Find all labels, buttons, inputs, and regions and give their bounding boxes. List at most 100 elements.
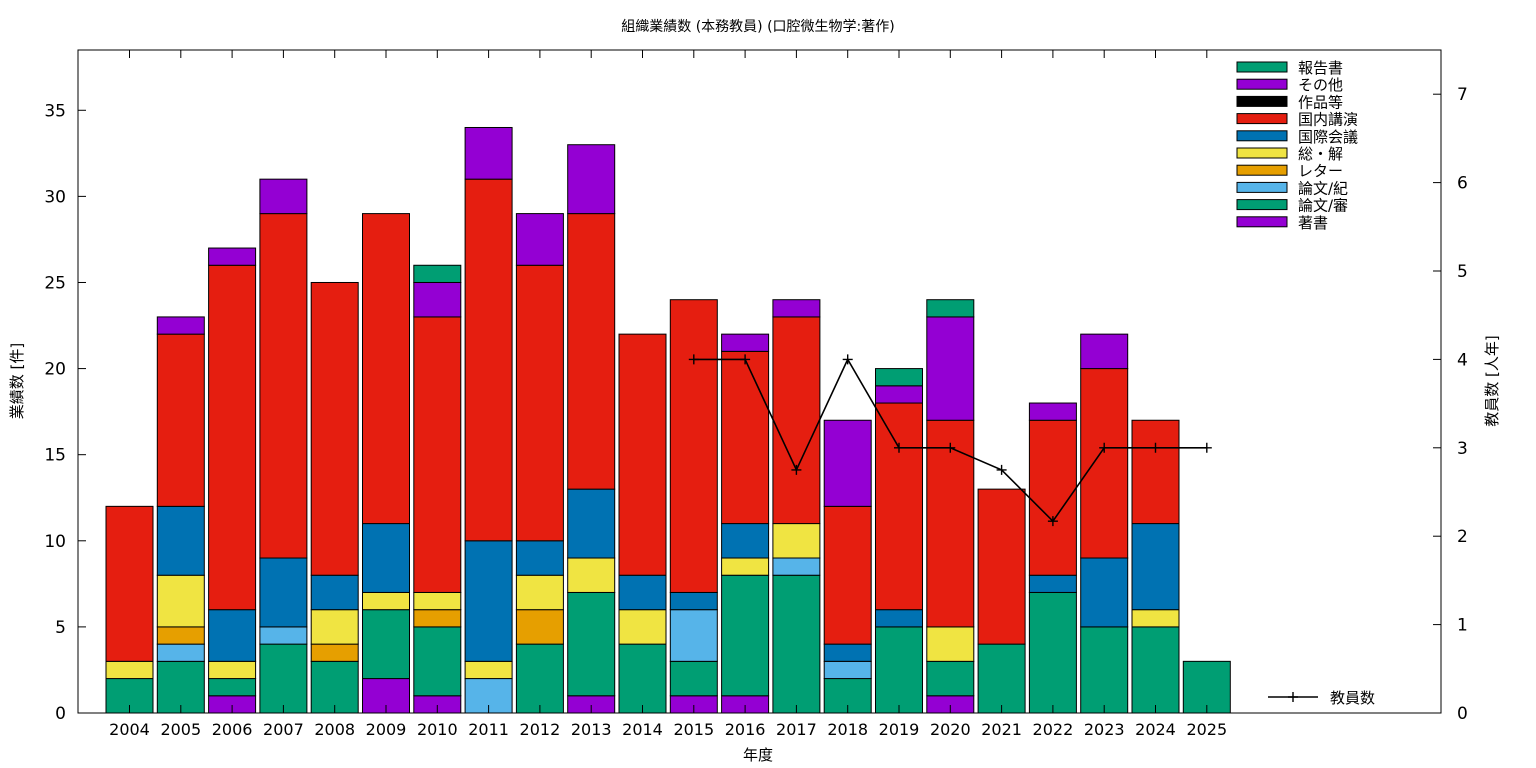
bar-segment [926, 626, 975, 662]
x-tick-label: 2012 [520, 720, 561, 739]
bar-segment [875, 626, 923, 714]
bar-segment [977, 488, 1026, 645]
line-point [1047, 516, 1058, 527]
legend-label: 論文/審 [1298, 197, 1348, 215]
bar-segment [618, 609, 667, 645]
bar-segment [669, 591, 718, 611]
legend-swatch [1236, 181, 1288, 193]
bar-segment [669, 609, 718, 662]
legend-swatch [1236, 61, 1288, 73]
bar-segment [259, 557, 308, 628]
legend-swatch [1236, 216, 1288, 228]
legend-swatch [1236, 113, 1288, 125]
bar-segment [1131, 626, 1180, 714]
bar-segment [515, 574, 564, 611]
bar-segment [413, 316, 462, 593]
line-point [1099, 442, 1110, 453]
bar-segment [259, 626, 308, 645]
legend-swatch [1236, 164, 1288, 176]
bar-segment [310, 660, 359, 714]
y2-tick-label: 4 [1457, 350, 1468, 370]
bar-segment [772, 574, 821, 714]
bar-segment [772, 316, 821, 525]
bar-segment [259, 213, 308, 559]
bar-segment [1080, 333, 1129, 370]
bar-segment [515, 264, 564, 542]
x-tick-label: 2015 [673, 720, 714, 739]
bar-segment [156, 643, 205, 662]
y2-tick-label: 0 [1457, 704, 1468, 724]
bar-layer [105, 126, 1231, 714]
bar-segment [156, 626, 205, 645]
bar-segment [669, 299, 718, 593]
line-point [945, 442, 956, 453]
line-point [740, 354, 751, 365]
bar-segment [259, 178, 308, 215]
x-axis-label: 年度 [743, 746, 773, 764]
bar-segment [977, 643, 1026, 714]
bar-segment [823, 660, 872, 680]
bar-segment [310, 281, 359, 576]
x-tick-label: 2013 [571, 720, 612, 739]
y-tick-label: 25 [44, 273, 66, 293]
x-axis: 2004 2005 2006 2007 2008 2009 2010 2011 2012 2013… [109, 50, 1227, 739]
legend-label: 作品等 [1298, 93, 1343, 111]
line-point [688, 354, 699, 365]
bar-segment [156, 333, 205, 507]
bar-segment [515, 643, 564, 714]
bar-segment [1080, 626, 1129, 714]
bar-segment [772, 557, 821, 576]
bar-segment [618, 333, 667, 576]
bar-segment [669, 660, 718, 697]
x-tick-label: 2011 [468, 720, 509, 739]
bar-segment [926, 660, 975, 697]
line-point [1201, 442, 1212, 453]
bar-segment [413, 591, 462, 611]
bar-segment [1131, 609, 1180, 628]
bar-segment [926, 316, 975, 421]
y2-tick-label: 6 [1457, 174, 1468, 194]
bar-segment [156, 660, 205, 714]
bar-segment [772, 299, 821, 318]
bar-segment [772, 523, 821, 559]
bar-segment [1028, 591, 1077, 714]
chart-title: 組織業績数 (本務教員) (口腔微生物学:著作) [621, 19, 894, 35]
bar-segment [721, 557, 770, 576]
bar-segment [823, 419, 872, 507]
bar-segment [721, 574, 770, 697]
bar-segment [362, 523, 410, 593]
bar-segment [618, 574, 667, 611]
bar-segment [413, 281, 462, 318]
x-tick-label: 2019 [879, 720, 920, 739]
legend-label: 著書 [1298, 214, 1328, 232]
bar-segment [464, 660, 513, 680]
y-axis-label: 業績数 [件] [8, 343, 26, 419]
y2-axis-label: 教員数 [人年] [1483, 335, 1501, 426]
x-tick-label: 2018 [827, 720, 868, 739]
bar-segment [1028, 574, 1077, 593]
y2-tick-label: 2 [1457, 527, 1468, 547]
legend-swatch [1236, 147, 1288, 159]
bar-segment [310, 643, 359, 662]
y-tick-label: 20 [44, 360, 66, 380]
x-tick-label: 2006 [212, 720, 253, 739]
x-tick-label: 2005 [160, 720, 201, 739]
y2-tick-label: 3 [1457, 439, 1468, 459]
x-tick-label: 2014 [622, 720, 663, 739]
bar-segment [515, 540, 564, 576]
bar-segment [156, 505, 205, 576]
bar-segment [1080, 368, 1129, 559]
plot-frame [77, 49, 1442, 714]
x-tick-label: 2008 [314, 720, 355, 739]
legend-label: 総・解 [1298, 145, 1343, 163]
bar-segment [259, 643, 308, 714]
bar-segment [515, 609, 564, 645]
bar-segment [567, 213, 616, 490]
legend-swatch [1236, 78, 1288, 90]
legend-label: 報告書 [1298, 59, 1343, 77]
bar-segment [156, 316, 205, 335]
y-tick-label: 0 [55, 704, 66, 724]
line-point [791, 464, 802, 475]
bar-segment [823, 643, 872, 662]
